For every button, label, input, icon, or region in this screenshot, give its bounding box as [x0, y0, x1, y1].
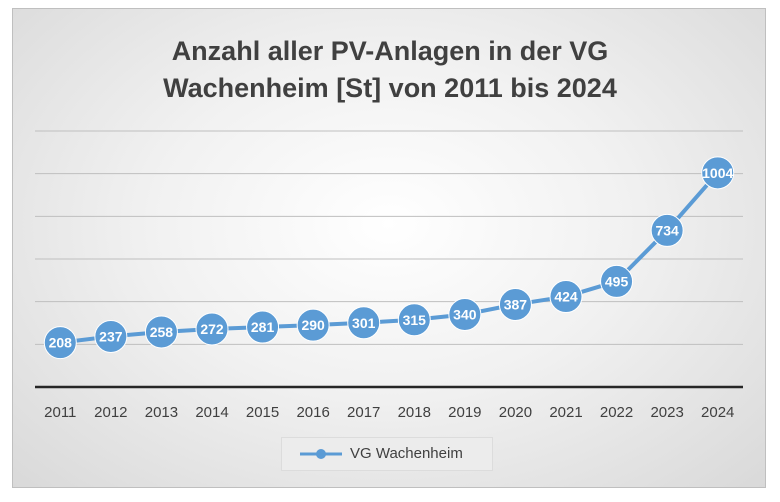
plot-area: 2011 2012 2013 2014 2015 2016 2017 2018 2019 2020… — [35, 130, 743, 421]
x-tick-label: 2015 — [246, 404, 279, 421]
data-point — [94, 319, 128, 353]
x-tick-label: 2019 — [448, 404, 481, 421]
data-point — [246, 310, 280, 344]
data-label: 258 — [150, 324, 174, 340]
data-label: 208 — [49, 335, 73, 351]
legend-label: VG Wachenheim — [350, 445, 463, 462]
data-label: 495 — [605, 273, 629, 289]
data-label: 424 — [554, 289, 578, 305]
data-point — [498, 287, 532, 321]
data-label: 734 — [655, 222, 679, 238]
data-point — [296, 308, 330, 342]
x-tick-label: 2020 — [499, 404, 532, 421]
data-label: 1004 — [702, 165, 733, 181]
data-point — [549, 280, 583, 314]
data-point — [397, 303, 431, 337]
data-label: 237 — [99, 328, 123, 344]
data-point — [448, 297, 482, 331]
x-tick-label: 2017 — [347, 404, 380, 421]
legend-marker — [300, 449, 342, 459]
chart-title-line-2: Wachenheim [St] von 2011 bis 2024 — [163, 73, 617, 103]
x-tick-label: 2024 — [701, 404, 734, 421]
x-tick-label: 2014 — [195, 404, 228, 421]
x-tick-label: 2011 — [44, 404, 76, 421]
data-label: 387 — [504, 296, 528, 312]
data-point — [650, 213, 684, 247]
x-tick-label: 2022 — [600, 404, 633, 421]
data-label: 290 — [301, 317, 325, 333]
chart-area: Anzahl aller PV-Anlagen in der VG Wachen… — [12, 8, 766, 488]
x-tick-label: 2012 — [94, 404, 127, 421]
x-tick-label: 2013 — [145, 404, 178, 421]
legend: VG Wachenheim — [281, 437, 493, 471]
data-point — [600, 264, 634, 298]
data-label: 281 — [251, 319, 275, 335]
x-tick-label: 2016 — [296, 404, 329, 421]
data-point — [144, 315, 178, 349]
gridlines — [35, 130, 743, 345]
x-tick-label: 2023 — [650, 404, 683, 421]
chart-title-line-1: Anzahl aller PV-Anlagen in der VG — [171, 36, 609, 66]
data-label: 272 — [200, 321, 224, 337]
data-label: 315 — [403, 312, 427, 328]
x-tick-label: 2018 — [398, 404, 431, 421]
data-point — [347, 306, 381, 340]
data-point — [43, 326, 77, 360]
data-label: 340 — [453, 306, 477, 322]
chart-title: Anzahl aller PV-Anlagen in der VG Wachen… — [13, 33, 767, 107]
x-tick-label: 2021 — [549, 404, 582, 421]
data-label: 301 — [352, 315, 376, 331]
data-point — [195, 312, 229, 346]
data-point — [701, 156, 735, 190]
